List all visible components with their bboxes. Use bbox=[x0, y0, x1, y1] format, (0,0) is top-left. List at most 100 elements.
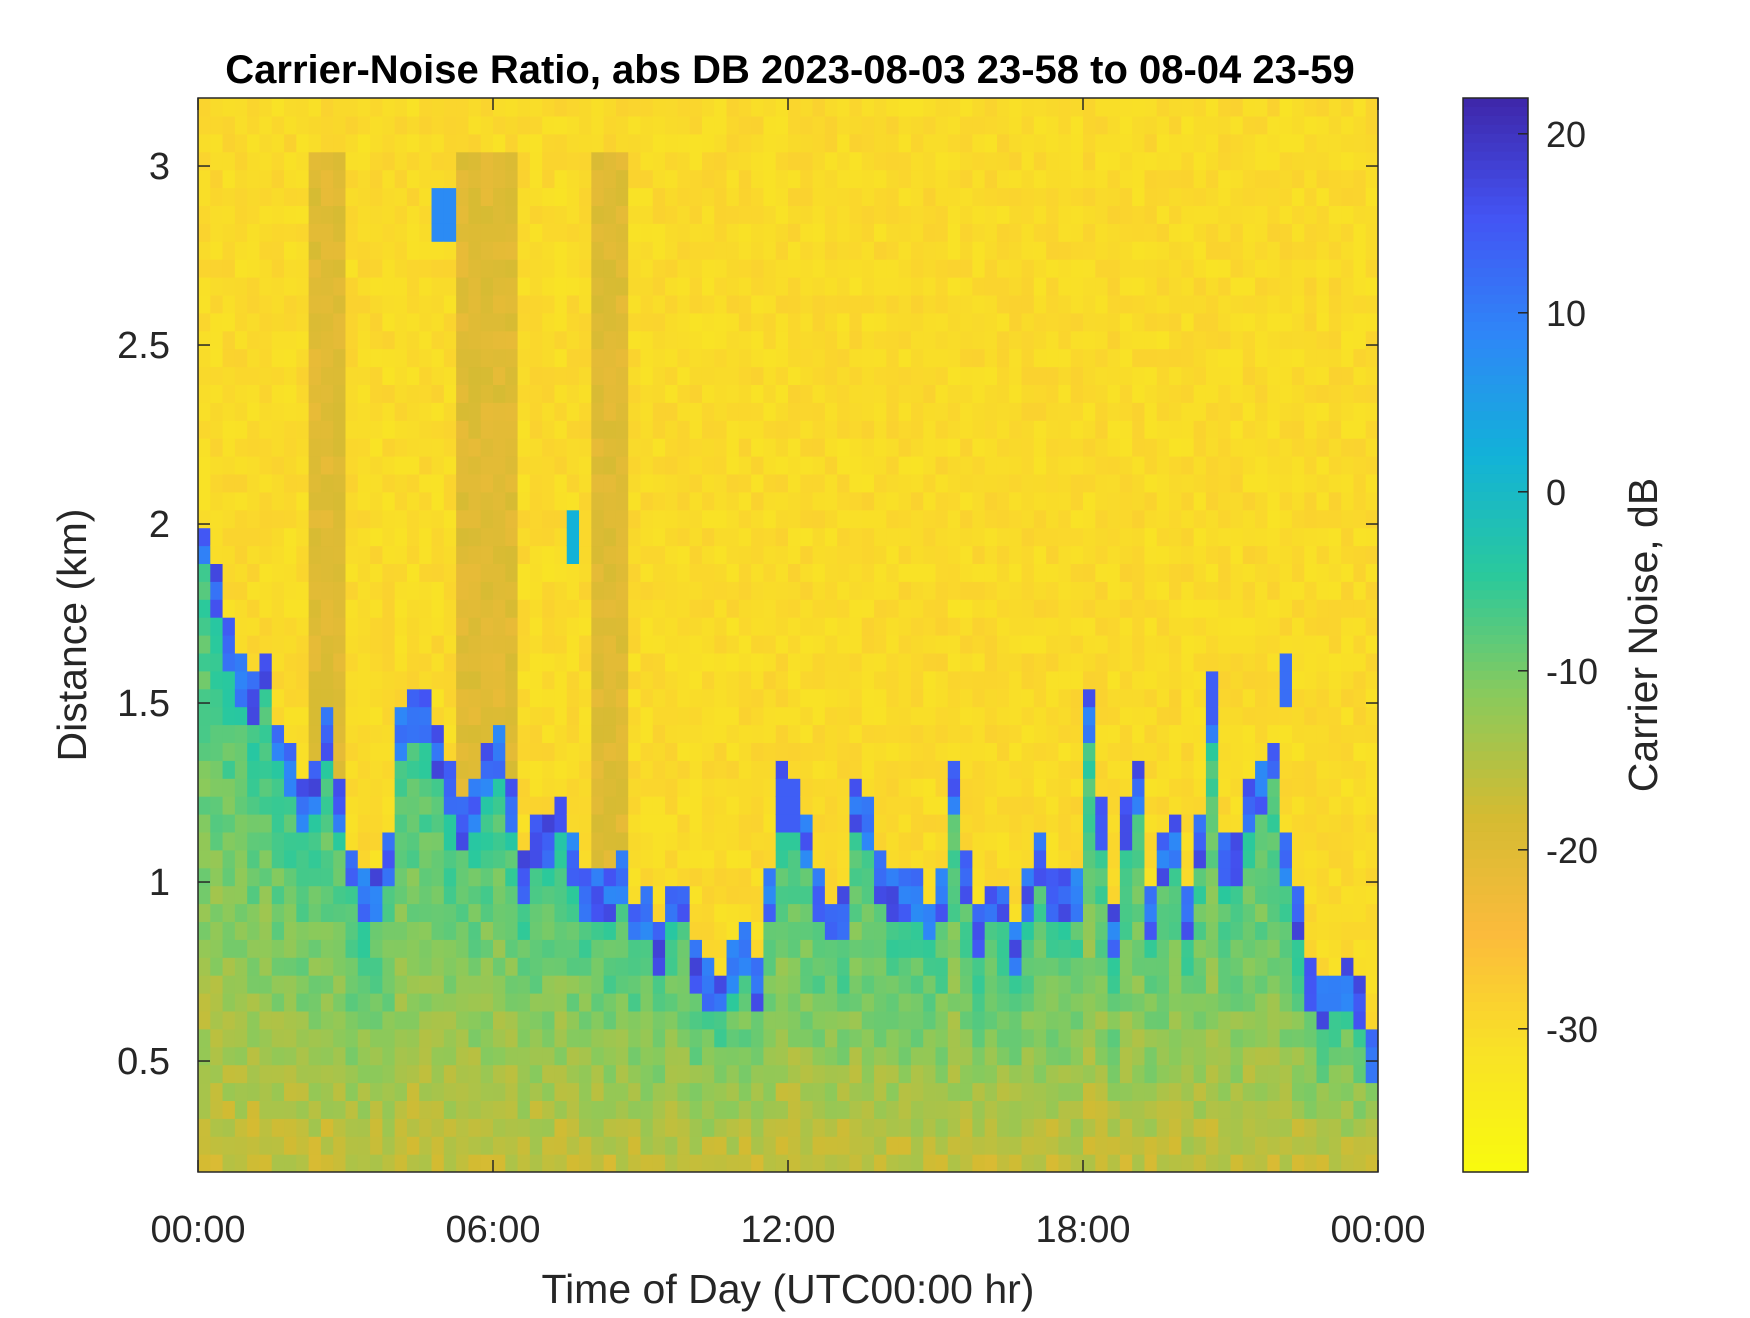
heatmap-cell bbox=[222, 187, 236, 206]
heatmap-cell bbox=[751, 652, 765, 672]
heatmap-cell bbox=[1021, 1010, 1035, 1030]
heatmap-cell bbox=[726, 1100, 740, 1119]
heatmap-cell bbox=[554, 563, 568, 582]
heatmap-cell bbox=[665, 635, 678, 654]
heatmap-cell bbox=[923, 957, 937, 976]
heatmap-cell bbox=[874, 957, 887, 976]
heatmap-cell bbox=[1009, 151, 1023, 171]
heatmap-cell bbox=[800, 1046, 814, 1066]
heatmap-cell bbox=[800, 205, 814, 224]
heatmap-cell bbox=[419, 402, 433, 421]
heatmap-cell bbox=[370, 151, 383, 171]
heatmap-cell bbox=[320, 294, 334, 314]
heatmap-cell bbox=[800, 921, 814, 940]
heatmap-cell bbox=[468, 1100, 482, 1119]
heatmap-cell bbox=[972, 1100, 986, 1119]
heatmap-cell bbox=[284, 939, 297, 958]
heatmap-cell bbox=[910, 921, 924, 940]
heatmap-cell bbox=[579, 796, 592, 815]
heatmap-cell bbox=[837, 402, 851, 421]
heatmap-cell bbox=[898, 957, 912, 976]
heatmap-cell bbox=[1169, 223, 1182, 242]
heatmap-cell bbox=[210, 133, 224, 153]
heatmap-cell bbox=[615, 563, 629, 582]
heatmap-cell bbox=[984, 402, 998, 421]
heatmap-cell bbox=[296, 133, 310, 153]
heatmap-cell bbox=[468, 384, 482, 403]
heatmap-cell bbox=[480, 903, 494, 922]
heatmap-cell bbox=[800, 1028, 814, 1048]
heatmap-cell bbox=[566, 993, 580, 1012]
heatmap-cell bbox=[947, 151, 961, 171]
heatmap-cell bbox=[984, 1028, 998, 1048]
heatmap-cell bbox=[357, 384, 371, 403]
heatmap-cell bbox=[296, 509, 310, 529]
heatmap-cell bbox=[1132, 1100, 1146, 1119]
heatmap-cell bbox=[996, 1010, 1010, 1030]
heatmap-cell bbox=[382, 652, 396, 672]
heatmap-cell bbox=[382, 975, 396, 994]
heatmap-cell bbox=[198, 617, 211, 636]
heatmap-cell bbox=[505, 330, 519, 350]
heatmap-cell bbox=[1193, 1118, 1207, 1137]
heatmap-cell bbox=[480, 509, 494, 529]
heatmap-cell bbox=[1144, 975, 1158, 994]
heatmap-cell bbox=[628, 402, 642, 421]
heatmap-cell bbox=[333, 187, 347, 206]
heatmap-cell bbox=[972, 456, 986, 475]
heatmap-cell bbox=[529, 402, 543, 421]
heatmap-cell bbox=[1058, 563, 1072, 582]
heatmap-cell bbox=[886, 903, 900, 922]
heatmap-cell bbox=[579, 1154, 592, 1172]
heatmap-cell bbox=[1205, 438, 1219, 457]
heatmap-cell bbox=[1144, 706, 1158, 726]
heatmap-cell bbox=[751, 1154, 765, 1172]
heatmap-cell bbox=[1009, 796, 1023, 815]
heatmap-cell bbox=[1021, 581, 1035, 600]
heatmap-cell bbox=[1119, 294, 1133, 314]
heatmap-cell bbox=[861, 814, 875, 833]
heatmap-cell bbox=[431, 885, 445, 905]
heatmap-cell bbox=[837, 1100, 851, 1119]
heatmap-cell bbox=[1205, 384, 1219, 403]
heatmap-cell bbox=[972, 688, 986, 708]
heatmap-cell bbox=[1058, 456, 1072, 475]
heatmap-cell bbox=[1144, 277, 1158, 296]
heatmap-cell bbox=[677, 115, 691, 135]
heatmap-cell bbox=[554, 975, 568, 994]
heatmap-cell bbox=[1070, 330, 1084, 350]
heatmap-cell bbox=[222, 1136, 236, 1155]
heatmap-cell bbox=[935, 366, 949, 385]
heatmap-cell bbox=[554, 133, 568, 153]
heatmap-cell bbox=[247, 1064, 261, 1084]
heatmap-cell bbox=[935, 635, 949, 654]
heatmap-cell bbox=[591, 509, 605, 529]
heatmap-cell bbox=[222, 491, 236, 511]
heatmap-cell bbox=[517, 635, 531, 654]
heatmap-cell bbox=[935, 545, 949, 564]
heatmap-cell bbox=[1156, 1064, 1170, 1084]
heatmap-cell bbox=[1205, 402, 1219, 421]
heatmap-cell bbox=[234, 993, 248, 1012]
heatmap-cell bbox=[406, 742, 420, 761]
heatmap-cell bbox=[898, 133, 912, 153]
heatmap-cell bbox=[726, 187, 740, 206]
heatmap-cell bbox=[579, 509, 592, 529]
heatmap-cell bbox=[763, 1028, 777, 1048]
heatmap-cell bbox=[972, 509, 986, 529]
heatmap-cell bbox=[886, 814, 900, 833]
heatmap-cell bbox=[505, 438, 519, 457]
heatmap-cell bbox=[370, 1118, 383, 1137]
heatmap-cell bbox=[947, 330, 961, 350]
heatmap-cell bbox=[591, 402, 605, 421]
heatmap-cell bbox=[542, 509, 556, 529]
heatmap-cell bbox=[640, 545, 654, 564]
heatmap-cell bbox=[357, 223, 371, 242]
heatmap-cell bbox=[640, 670, 654, 690]
heatmap-cell bbox=[1132, 545, 1146, 564]
heatmap-cell bbox=[788, 330, 801, 350]
heatmap-cell bbox=[1119, 223, 1133, 242]
heatmap-cell bbox=[751, 420, 765, 439]
heatmap-cell bbox=[345, 151, 359, 171]
heatmap-cell bbox=[517, 796, 531, 815]
